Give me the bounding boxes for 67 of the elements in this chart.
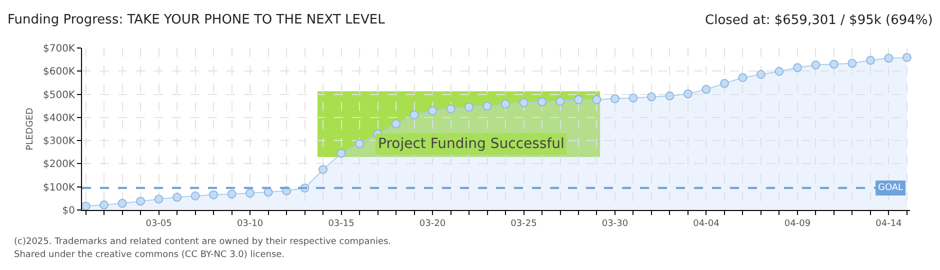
point <box>336 148 346 158</box>
y-tick-label: $700K <box>42 44 76 54</box>
point <box>81 202 90 211</box>
point <box>100 200 109 210</box>
y-axis-title: PLEDGED <box>25 108 36 150</box>
point <box>154 194 164 204</box>
point <box>190 191 200 200</box>
point <box>318 165 328 174</box>
point <box>792 63 802 72</box>
x-tick-label: 03-30 <box>602 218 628 229</box>
text: (c)2025. Trademarks and related content are owned by their respective companies. <box>14 237 392 247</box>
point <box>884 54 894 63</box>
point <box>756 70 766 79</box>
y-tick-label: $200K <box>42 159 76 170</box>
point <box>519 98 528 108</box>
point <box>683 89 692 98</box>
text: Shared under the creative commons (CC BY-NC 3.0) license. <box>14 250 285 260</box>
point <box>592 95 602 104</box>
point <box>501 100 510 109</box>
point <box>172 192 182 202</box>
x-tick-label: 04-09 <box>784 218 811 229</box>
y-tick-label: $500K <box>42 90 76 101</box>
point <box>556 96 565 106</box>
point <box>628 93 638 102</box>
point <box>246 188 255 198</box>
point <box>410 110 419 120</box>
point <box>610 94 620 104</box>
point <box>774 66 784 76</box>
x-tick-label: 04-14 <box>876 218 902 229</box>
point <box>902 52 912 62</box>
x-tick-label: 03-25 <box>510 218 537 229</box>
point <box>538 97 546 106</box>
point <box>464 102 474 112</box>
ref-line-label: GOAL <box>878 183 904 193</box>
point <box>829 60 838 69</box>
point <box>574 95 583 104</box>
point <box>482 102 492 111</box>
x-tick-label: 03-05 <box>146 218 172 229</box>
point <box>264 188 273 197</box>
chart-title: Funding Progress: TAKE YOUR PHONE TO THE NEXT LEVEL <box>8 12 386 28</box>
point <box>136 196 146 206</box>
y-tick-label: $600K <box>42 66 76 78</box>
point <box>738 73 748 82</box>
x-tick-label: 03-15 <box>328 218 354 229</box>
point <box>446 104 456 114</box>
point <box>866 56 875 65</box>
point <box>118 198 127 208</box>
point <box>227 190 236 199</box>
point <box>702 84 711 94</box>
y-tick-label: $0 <box>62 206 75 216</box>
annotation: Project Funding Successful <box>378 136 564 152</box>
point <box>646 92 656 102</box>
point <box>209 190 218 200</box>
point <box>720 78 729 88</box>
y-tick-label: $300K <box>42 136 76 148</box>
x-tick-label: 04-04 <box>693 218 720 229</box>
x-tick-label: 03-20 <box>419 218 446 229</box>
point <box>392 119 401 128</box>
point <box>355 139 364 148</box>
y-tick-label: $400K <box>42 112 76 124</box>
x-tick-label: 03-10 <box>236 218 264 229</box>
y-tick-label: $100K <box>42 182 76 194</box>
point <box>428 106 438 116</box>
point <box>811 60 820 70</box>
text: Closed at: $659,301 / $95k (694%) <box>705 13 933 28</box>
point <box>665 91 674 100</box>
point <box>848 58 857 68</box>
